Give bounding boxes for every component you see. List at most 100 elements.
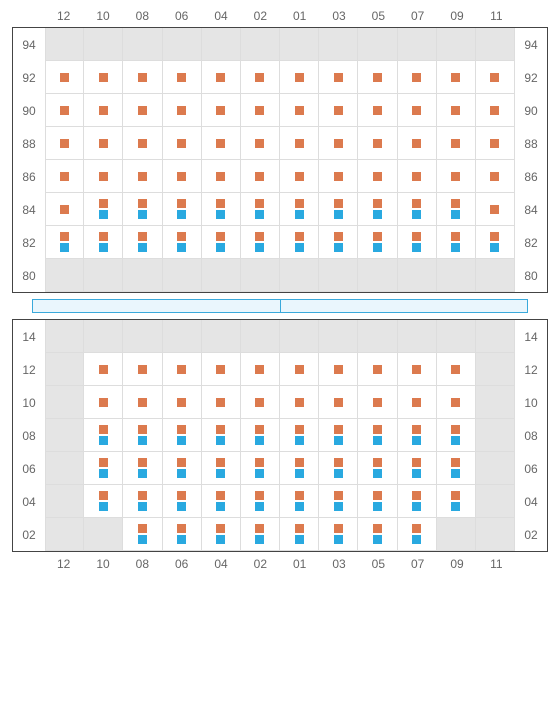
seat-cell[interactable] [280,518,319,551]
seat-cell[interactable] [45,452,84,485]
seat-cell[interactable] [163,386,202,419]
seat-cell[interactable] [398,320,437,353]
seat-cell[interactable] [241,259,280,292]
seat-cell[interactable] [84,419,123,452]
seat-cell[interactable] [358,419,397,452]
seat-cell[interactable] [437,485,476,518]
seat-cell[interactable] [476,386,515,419]
seat-cell[interactable] [358,259,397,292]
seat-cell[interactable] [202,353,241,386]
seat-cell[interactable] [241,452,280,485]
seat-cell[interactable] [280,419,319,452]
seat-cell[interactable] [319,226,358,259]
seat-cell[interactable] [84,94,123,127]
seat-cell[interactable] [280,193,319,226]
seat-cell[interactable] [280,94,319,127]
seat-cell[interactable] [45,28,84,61]
seat-cell[interactable] [476,28,515,61]
seat-cell[interactable] [202,485,241,518]
seat-cell[interactable] [202,127,241,160]
seat-cell[interactable] [398,28,437,61]
seat-cell[interactable] [241,518,280,551]
seat-cell[interactable] [163,419,202,452]
seat-cell[interactable] [398,518,437,551]
seat-cell[interactable] [398,61,437,94]
seat-cell[interactable] [45,61,84,94]
seat-cell[interactable] [437,193,476,226]
seat-cell[interactable] [476,127,515,160]
seat-cell[interactable] [45,226,84,259]
seat-cell[interactable] [358,485,397,518]
seat-cell[interactable] [84,259,123,292]
seat-cell[interactable] [163,94,202,127]
seat-cell[interactable] [84,127,123,160]
seat-cell[interactable] [163,226,202,259]
seat-cell[interactable] [319,419,358,452]
seat-cell[interactable] [202,259,241,292]
seat-cell[interactable] [437,320,476,353]
seat-cell[interactable] [437,226,476,259]
seat-cell[interactable] [398,127,437,160]
seat-cell[interactable] [123,61,162,94]
seat-cell[interactable] [437,127,476,160]
seat-cell[interactable] [241,320,280,353]
seat-cell[interactable] [202,320,241,353]
seat-cell[interactable] [241,160,280,193]
seat-cell[interactable] [398,226,437,259]
seat-cell[interactable] [358,386,397,419]
seat-cell[interactable] [398,485,437,518]
seat-cell[interactable] [45,320,84,353]
seat-cell[interactable] [319,518,358,551]
seat-cell[interactable] [437,94,476,127]
seat-cell[interactable] [123,485,162,518]
seat-cell[interactable] [437,386,476,419]
seat-cell[interactable] [45,353,84,386]
seat-cell[interactable] [45,386,84,419]
seat-cell[interactable] [45,419,84,452]
seat-cell[interactable] [84,28,123,61]
seat-cell[interactable] [241,61,280,94]
seat-cell[interactable] [358,226,397,259]
seat-cell[interactable] [280,485,319,518]
seat-cell[interactable] [45,160,84,193]
seat-cell[interactable] [319,386,358,419]
seat-cell[interactable] [358,127,397,160]
seat-cell[interactable] [84,518,123,551]
seat-cell[interactable] [319,28,358,61]
seat-cell[interactable] [123,160,162,193]
seat-cell[interactable] [476,226,515,259]
seat-cell[interactable] [280,28,319,61]
seat-cell[interactable] [84,61,123,94]
seat-cell[interactable] [84,353,123,386]
seat-cell[interactable] [241,353,280,386]
seat-cell[interactable] [123,259,162,292]
seat-cell[interactable] [476,259,515,292]
seat-cell[interactable] [280,61,319,94]
seat-cell[interactable] [476,193,515,226]
seat-cell[interactable] [84,226,123,259]
seat-cell[interactable] [280,127,319,160]
seat-cell[interactable] [319,452,358,485]
seat-cell[interactable] [437,160,476,193]
seat-cell[interactable] [123,452,162,485]
seat-cell[interactable] [163,320,202,353]
seat-cell[interactable] [163,259,202,292]
seat-cell[interactable] [241,94,280,127]
seat-cell[interactable] [84,386,123,419]
seat-cell[interactable] [202,160,241,193]
seat-cell[interactable] [84,160,123,193]
seat-cell[interactable] [163,452,202,485]
seat-cell[interactable] [163,127,202,160]
seat-cell[interactable] [358,353,397,386]
seat-cell[interactable] [398,94,437,127]
seat-cell[interactable] [123,320,162,353]
seat-cell[interactable] [241,226,280,259]
seat-cell[interactable] [45,485,84,518]
seat-cell[interactable] [202,518,241,551]
seat-cell[interactable] [319,320,358,353]
seat-cell[interactable] [358,452,397,485]
seat-cell[interactable] [163,485,202,518]
seat-cell[interactable] [241,386,280,419]
seat-cell[interactable] [280,452,319,485]
seat-cell[interactable] [437,61,476,94]
